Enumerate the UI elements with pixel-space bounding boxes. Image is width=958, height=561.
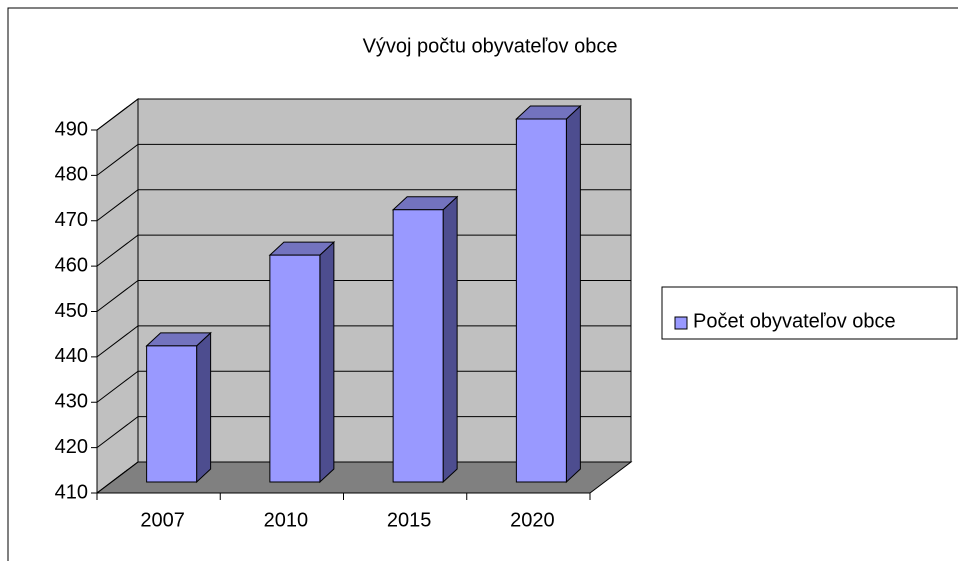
bar-front bbox=[269, 254, 321, 483]
bar-side bbox=[319, 240, 335, 484]
y-tick-label: 420 bbox=[55, 436, 88, 458]
x-tick-label: 2007 bbox=[140, 509, 185, 531]
bar bbox=[145, 331, 212, 484]
grid-line bbox=[96, 461, 631, 494]
chart-title: Vývoj počtu obyvateľov obce bbox=[363, 35, 618, 57]
chart-border bbox=[7, 7, 958, 561]
bar bbox=[391, 195, 459, 484]
y-tick-label: 470 bbox=[55, 209, 88, 231]
x-tick-label: 2020 bbox=[510, 509, 555, 531]
x-tick-label: 2015 bbox=[387, 509, 432, 531]
bar-side bbox=[196, 331, 212, 484]
y-tick-label: 490 bbox=[55, 118, 88, 140]
bar bbox=[515, 104, 582, 484]
bar-side bbox=[565, 104, 581, 484]
grid-line bbox=[96, 416, 631, 449]
bar-side bbox=[442, 195, 458, 484]
y-tick-label: 410 bbox=[55, 481, 88, 503]
grid-line bbox=[96, 370, 631, 403]
grid-line bbox=[96, 325, 631, 358]
bar-front bbox=[392, 209, 444, 483]
legend-box bbox=[661, 286, 958, 340]
y-tick-label: 450 bbox=[55, 300, 88, 322]
legend-swatch bbox=[674, 316, 688, 330]
y-tick-label: 460 bbox=[55, 254, 88, 276]
bar-front bbox=[146, 345, 198, 483]
grid-line bbox=[96, 143, 631, 176]
grid-line bbox=[96, 280, 631, 312]
grid-line bbox=[96, 98, 631, 131]
bar-front bbox=[515, 118, 567, 483]
grid-line bbox=[96, 189, 631, 222]
bar bbox=[268, 240, 336, 484]
y-tick-label: 440 bbox=[55, 345, 88, 367]
legend-label: Počet obyvateľov obce bbox=[693, 310, 896, 332]
grid-line bbox=[96, 234, 631, 267]
y-tick-label: 480 bbox=[55, 164, 88, 186]
x-tick-label: 2010 bbox=[264, 509, 309, 531]
y-tick-label: 430 bbox=[55, 391, 88, 413]
